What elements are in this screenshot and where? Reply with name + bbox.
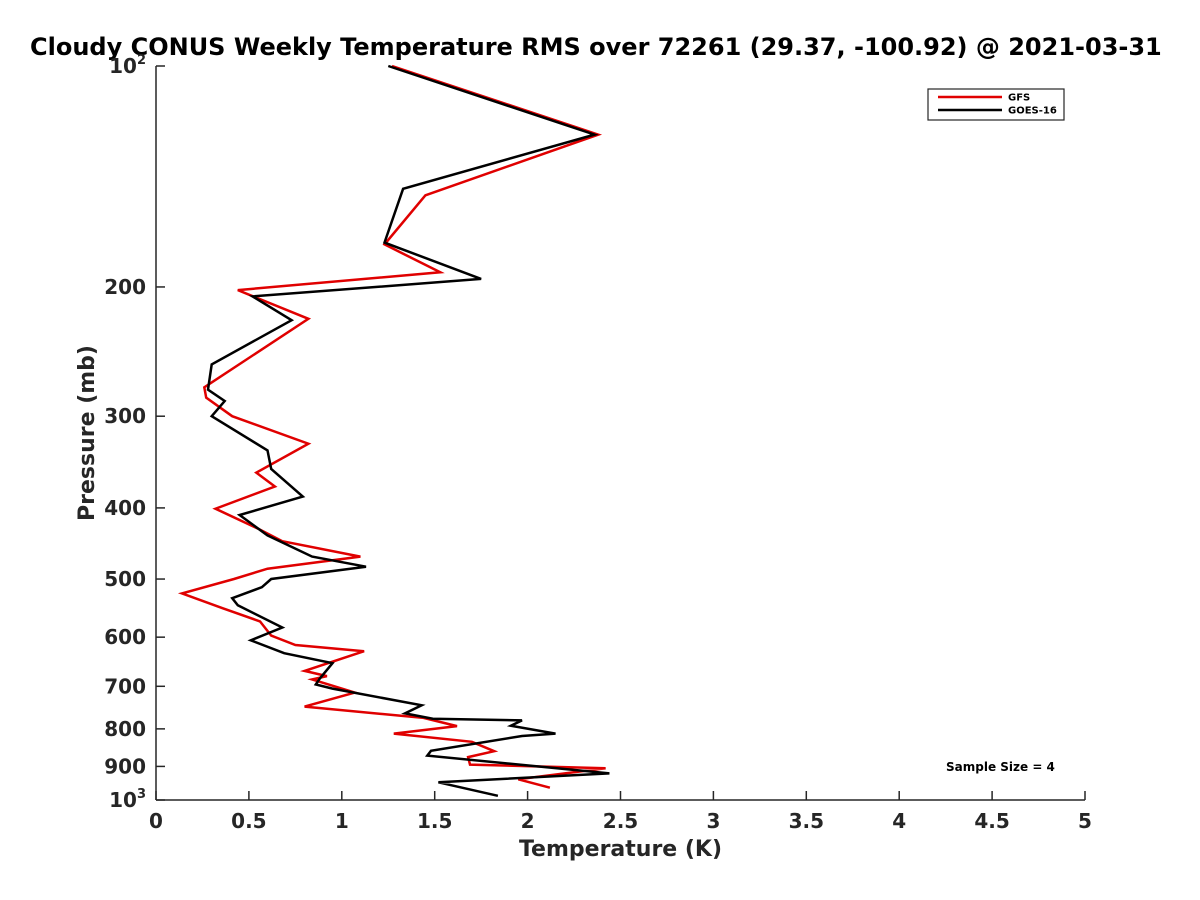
y-tick-label: 500 [104, 567, 146, 591]
y-ticks-group: 102 200 300 400 500 600 700 800 900 103 [104, 53, 165, 812]
y-tick-label: 400 [104, 496, 146, 520]
chart-title: Cloudy CONUS Weekly Temperature RMS over… [30, 33, 1162, 61]
y-tick-label: 103 [109, 787, 146, 812]
legend: GFS GOES-16 [927, 88, 1065, 121]
series-line-gfs [177, 64, 606, 789]
x-tick-label: 3.5 [789, 809, 824, 833]
x-tick-label: 0 [149, 809, 163, 833]
x-tick-label: 0.5 [231, 809, 266, 833]
y-tick-label: 300 [104, 404, 146, 428]
y-tick-label: 800 [104, 717, 146, 741]
x-tick-label: 3 [706, 809, 720, 833]
x-tick-label: 4 [892, 809, 906, 833]
x-tick-label: 1.5 [417, 809, 452, 833]
y-axis-label: Pressure (mb) [75, 345, 100, 521]
legend-label-goes16: GOES-16 [1008, 106, 1057, 117]
y-tick-label: 600 [104, 625, 146, 649]
y-tick-label: 200 [104, 275, 146, 299]
data-series-group [177, 64, 610, 798]
x-tick-label: 5 [1078, 809, 1092, 833]
x-ticks-group: 0 0.5 1 1.5 2 2.5 3 3.5 4 4.5 5 [149, 791, 1092, 833]
y-tick-label: 102 [109, 53, 146, 78]
series-line-goes-16 [206, 64, 610, 798]
sample-size-annotation: Sample Size = 4 [946, 760, 1055, 774]
legend-label-gfs: GFS [1008, 93, 1030, 104]
x-tick-label: 1 [335, 809, 349, 833]
x-tick-label: 2.5 [603, 809, 638, 833]
legend-box [927, 88, 1065, 121]
x-tick-label: 2 [521, 809, 535, 833]
y-tick-label: 900 [104, 754, 146, 778]
y-tick-label: 700 [104, 674, 146, 698]
x-tick-label: 4.5 [974, 809, 1009, 833]
x-axis-label: Temperature (K) [519, 837, 722, 862]
